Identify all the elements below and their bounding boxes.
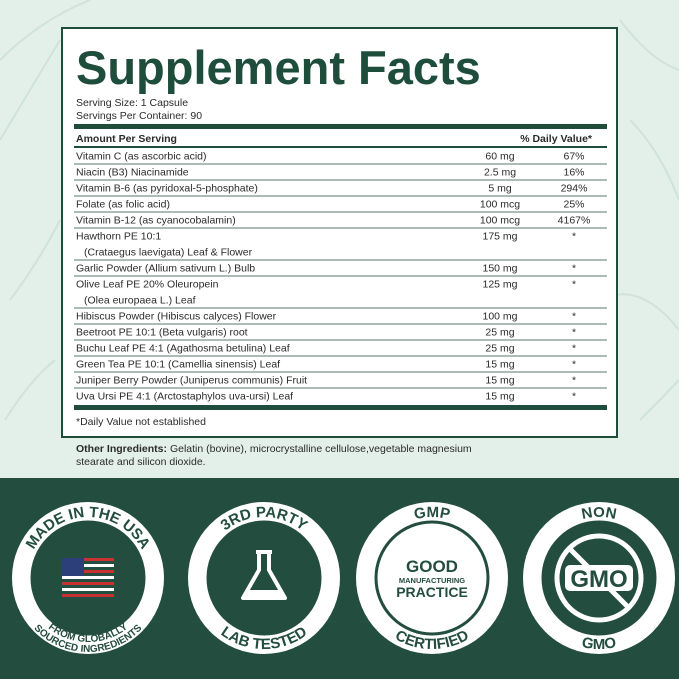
badge-inner-text: GMO [570, 566, 627, 593]
serving-size: Serving Size: 1 Capsule [76, 97, 188, 109]
other-label: Other Ingredients: [76, 443, 167, 455]
daily-value: 67% [563, 151, 584, 163]
other-line: Gelatin (bovine), microcrystalline cellu… [170, 443, 472, 455]
daily-value: * [572, 263, 576, 275]
ingredient-amount: 125 mg [482, 279, 517, 291]
thick-rule [74, 405, 607, 410]
daily-value: 294% [561, 183, 588, 195]
other-line: stearate and silicon dioxide. [76, 456, 206, 468]
badge-bottom-path: GMO [581, 634, 618, 653]
daily-value: * [572, 375, 576, 387]
daily-value: * [572, 327, 576, 339]
flag-stripe [62, 570, 114, 573]
header-rule [74, 146, 607, 148]
daily-value: * [572, 311, 576, 323]
daily-value: 4167% [558, 215, 591, 227]
ingredient-name: Folate (as folic acid) [76, 199, 170, 211]
flask-liquid [244, 590, 284, 598]
ingredient-amount: 60 mg [485, 151, 514, 163]
ingredient-amount: 5 mg [488, 183, 512, 195]
ingredient-amount: 100 mg [482, 311, 517, 323]
ingredient-amount: 15 mg [485, 391, 514, 403]
ingredient-name: Juniper Berry Powder (Juniperus communis… [76, 375, 307, 387]
daily-value-header: % Daily Value* [520, 133, 593, 145]
badge-core [374, 520, 490, 636]
ingredient-name: Beetroot PE 10:1 (Beta vulgaris) root [76, 327, 248, 339]
ingredient-amount: 2.5 mg [484, 167, 516, 179]
flag-canton [62, 558, 84, 576]
thick-rule [74, 124, 607, 129]
ingredient-name: Buchu Leaf PE 4:1 (Agathosma betulina) L… [76, 343, 290, 355]
ingredient-name: (Crataegus laevigata) Leaf & Flower [84, 247, 253, 259]
ingredient-name: Niacin (B3) Niacinamide [76, 167, 189, 179]
ingredient-name: (Olea europaea L.) Leaf [84, 295, 196, 307]
ingredient-name: Vitamin B-12 (as cyanocobalamin) [76, 215, 236, 227]
ingredient-amount: 150 mg [482, 263, 517, 275]
flag-stripe [62, 594, 114, 597]
daily-value: 16% [563, 167, 584, 179]
no-sign [554, 533, 644, 623]
badge-top-path: GMP [413, 504, 452, 523]
flag-stripe [62, 582, 114, 585]
ingredient-amount: 25 mg [485, 343, 514, 355]
other-ingredients: Other Ingredients: Gelatin (bovine), mic… [76, 443, 472, 455]
badge-inner-text: MANUFACTURING [399, 576, 465, 585]
badge-core [206, 520, 322, 636]
daily-value: * [572, 231, 576, 243]
badge-top-text: NON [580, 504, 618, 523]
badge-inner-text: PRACTICE [396, 584, 468, 600]
ingredient-amount: 25 mg [485, 327, 514, 339]
footnote: *Daily Value not established [76, 416, 206, 428]
flag-stripe [62, 588, 114, 591]
amount-header: Amount Per Serving [76, 133, 177, 145]
ingredient-amount: 15 mg [485, 375, 514, 387]
badge-top-path: NON [580, 504, 618, 523]
flag-stripe [62, 576, 114, 579]
ingredient-name: Vitamin C (as ascorbic acid) [76, 151, 207, 163]
facts-title: Supplement Facts [76, 41, 481, 94]
daily-value: * [572, 343, 576, 355]
ingredient-name: Uva Ursi PE 4:1 (Arctostaphylos uva-ursi… [76, 391, 293, 403]
flag-stripe [62, 558, 114, 561]
daily-value: * [572, 359, 576, 371]
ingredient-name: Garlic Powder (Allium sativum L.) Bulb [76, 263, 255, 275]
daily-value: * [572, 279, 576, 291]
ingredient-name: Olive Leaf PE 20% Oleuropein [76, 279, 219, 291]
leaf-pattern [0, 0, 679, 421]
facts-panel [61, 27, 618, 438]
ingredient-amount: 175 mg [482, 231, 517, 243]
ingredient-name: Green Tea PE 10:1 (Camellia sinensis) Le… [76, 359, 280, 371]
ingredient-name: Hawthorn PE 10:1 [76, 231, 161, 243]
ingredient-name: Vitamin B-6 (as pyridoxal-5-phosphate) [76, 183, 258, 195]
ingredient-amount: 100 mcg [480, 199, 520, 211]
daily-value: 25% [563, 199, 584, 211]
badge-inner-text: GOOD [406, 557, 458, 576]
servings-per-container: Servings Per Container: 90 [76, 110, 202, 122]
badge-top-text: GMP [413, 504, 452, 523]
ingredient-amount: 100 mcg [480, 215, 520, 227]
ingredient-amount: 15 mg [485, 359, 514, 371]
ingredient-name: Hibiscus Powder (Hibiscus calyces) Flowe… [76, 311, 277, 323]
gmo-plate [565, 565, 633, 591]
daily-value: * [572, 391, 576, 403]
badge-bottom-text: GMO [581, 634, 618, 653]
flag-stripe [62, 564, 114, 567]
